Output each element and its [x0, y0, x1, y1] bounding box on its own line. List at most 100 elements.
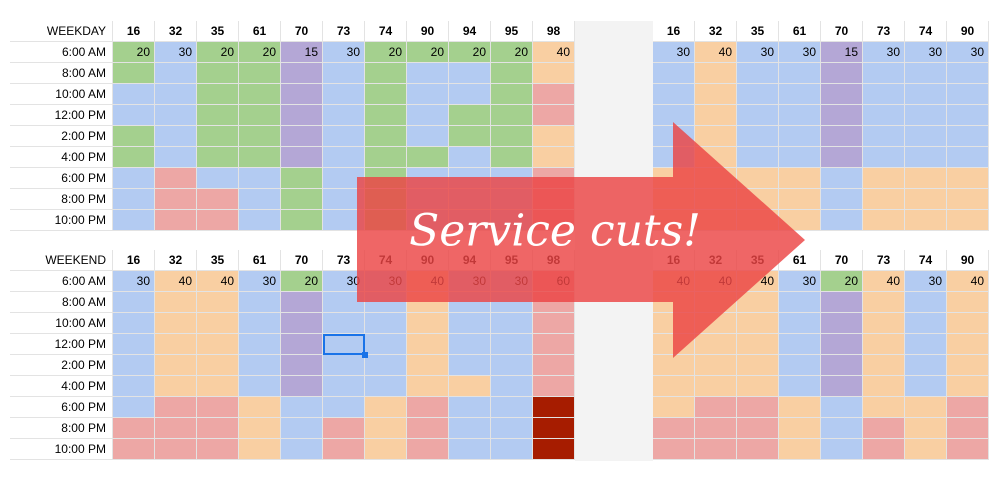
- cell: [779, 168, 821, 189]
- cell: 15: [821, 42, 863, 63]
- cell: [653, 397, 695, 418]
- row-label: 4:00 PM: [10, 376, 113, 397]
- cell: [779, 105, 821, 126]
- cell: [863, 147, 905, 168]
- cell: [695, 376, 737, 397]
- cell: [113, 84, 155, 105]
- cell: [239, 397, 281, 418]
- cell: [113, 334, 155, 355]
- cell: [779, 126, 821, 147]
- cell: [407, 63, 449, 84]
- cell: [491, 334, 533, 355]
- cell: [821, 147, 863, 168]
- route-header: 90: [947, 21, 989, 42]
- cell: [821, 292, 863, 313]
- cell: [197, 210, 239, 231]
- cell: [155, 147, 197, 168]
- cell: [737, 355, 779, 376]
- cell: [239, 84, 281, 105]
- cell: [779, 292, 821, 313]
- cell: [281, 355, 323, 376]
- cell: [449, 168, 491, 189]
- row-label: 6:00 AM: [10, 271, 113, 292]
- cell: [533, 210, 575, 231]
- cell: [695, 439, 737, 460]
- cell: [947, 418, 989, 439]
- cell: [695, 126, 737, 147]
- cell: [197, 63, 239, 84]
- cell: 30: [779, 42, 821, 63]
- cell: [407, 355, 449, 376]
- cell: 20: [197, 42, 239, 63]
- cell: [155, 210, 197, 231]
- cell: [197, 84, 239, 105]
- route-header: 32: [155, 250, 197, 271]
- cell: [821, 189, 863, 210]
- cell: [449, 147, 491, 168]
- cell: 30: [449, 271, 491, 292]
- cell: [449, 84, 491, 105]
- cell: 20: [821, 271, 863, 292]
- cell: [905, 147, 947, 168]
- route-header: 90: [947, 250, 989, 271]
- cell: [197, 355, 239, 376]
- cell: [863, 84, 905, 105]
- row-label: 2:00 PM: [10, 126, 113, 147]
- row-label: 6:00 AM: [10, 42, 113, 63]
- cell: [491, 313, 533, 334]
- cell: [365, 126, 407, 147]
- cell: [653, 439, 695, 460]
- cell: [947, 397, 989, 418]
- cell: 30: [155, 42, 197, 63]
- cell: [407, 313, 449, 334]
- cell: [491, 418, 533, 439]
- cell: [905, 334, 947, 355]
- cell: [491, 292, 533, 313]
- cell: [155, 292, 197, 313]
- cell: [323, 126, 365, 147]
- route-header: 73: [863, 250, 905, 271]
- cell: [323, 376, 365, 397]
- cell: [905, 210, 947, 231]
- cell: [737, 418, 779, 439]
- cell: [695, 210, 737, 231]
- cell: [491, 147, 533, 168]
- cell: [653, 189, 695, 210]
- cell: [905, 126, 947, 147]
- cell: [779, 189, 821, 210]
- cell: 60: [533, 271, 575, 292]
- cell: [737, 439, 779, 460]
- cell: [491, 63, 533, 84]
- route-header: 74: [365, 21, 407, 42]
- cell: [449, 292, 491, 313]
- cell: [323, 418, 365, 439]
- cell: [281, 189, 323, 210]
- cell: [863, 439, 905, 460]
- cell: [653, 418, 695, 439]
- row-label: 10:00 AM: [10, 313, 113, 334]
- cell: [653, 292, 695, 313]
- cell: [281, 313, 323, 334]
- cell: [491, 439, 533, 460]
- cell: [533, 292, 575, 313]
- route-header: 35: [737, 21, 779, 42]
- route-header: 90: [407, 250, 449, 271]
- cell: [449, 334, 491, 355]
- cell: [197, 105, 239, 126]
- route-header: 32: [695, 21, 737, 42]
- row-label: 10:00 PM: [10, 210, 113, 231]
- cell: [155, 84, 197, 105]
- cell: [323, 313, 365, 334]
- cell: [239, 147, 281, 168]
- cell: [365, 189, 407, 210]
- cell: [821, 355, 863, 376]
- cell: [281, 418, 323, 439]
- cell: [239, 376, 281, 397]
- cell: [323, 147, 365, 168]
- cell: [863, 376, 905, 397]
- cell: [365, 147, 407, 168]
- route-header: 94: [449, 21, 491, 42]
- route-header: 95: [491, 21, 533, 42]
- cell: [155, 168, 197, 189]
- cell: [947, 376, 989, 397]
